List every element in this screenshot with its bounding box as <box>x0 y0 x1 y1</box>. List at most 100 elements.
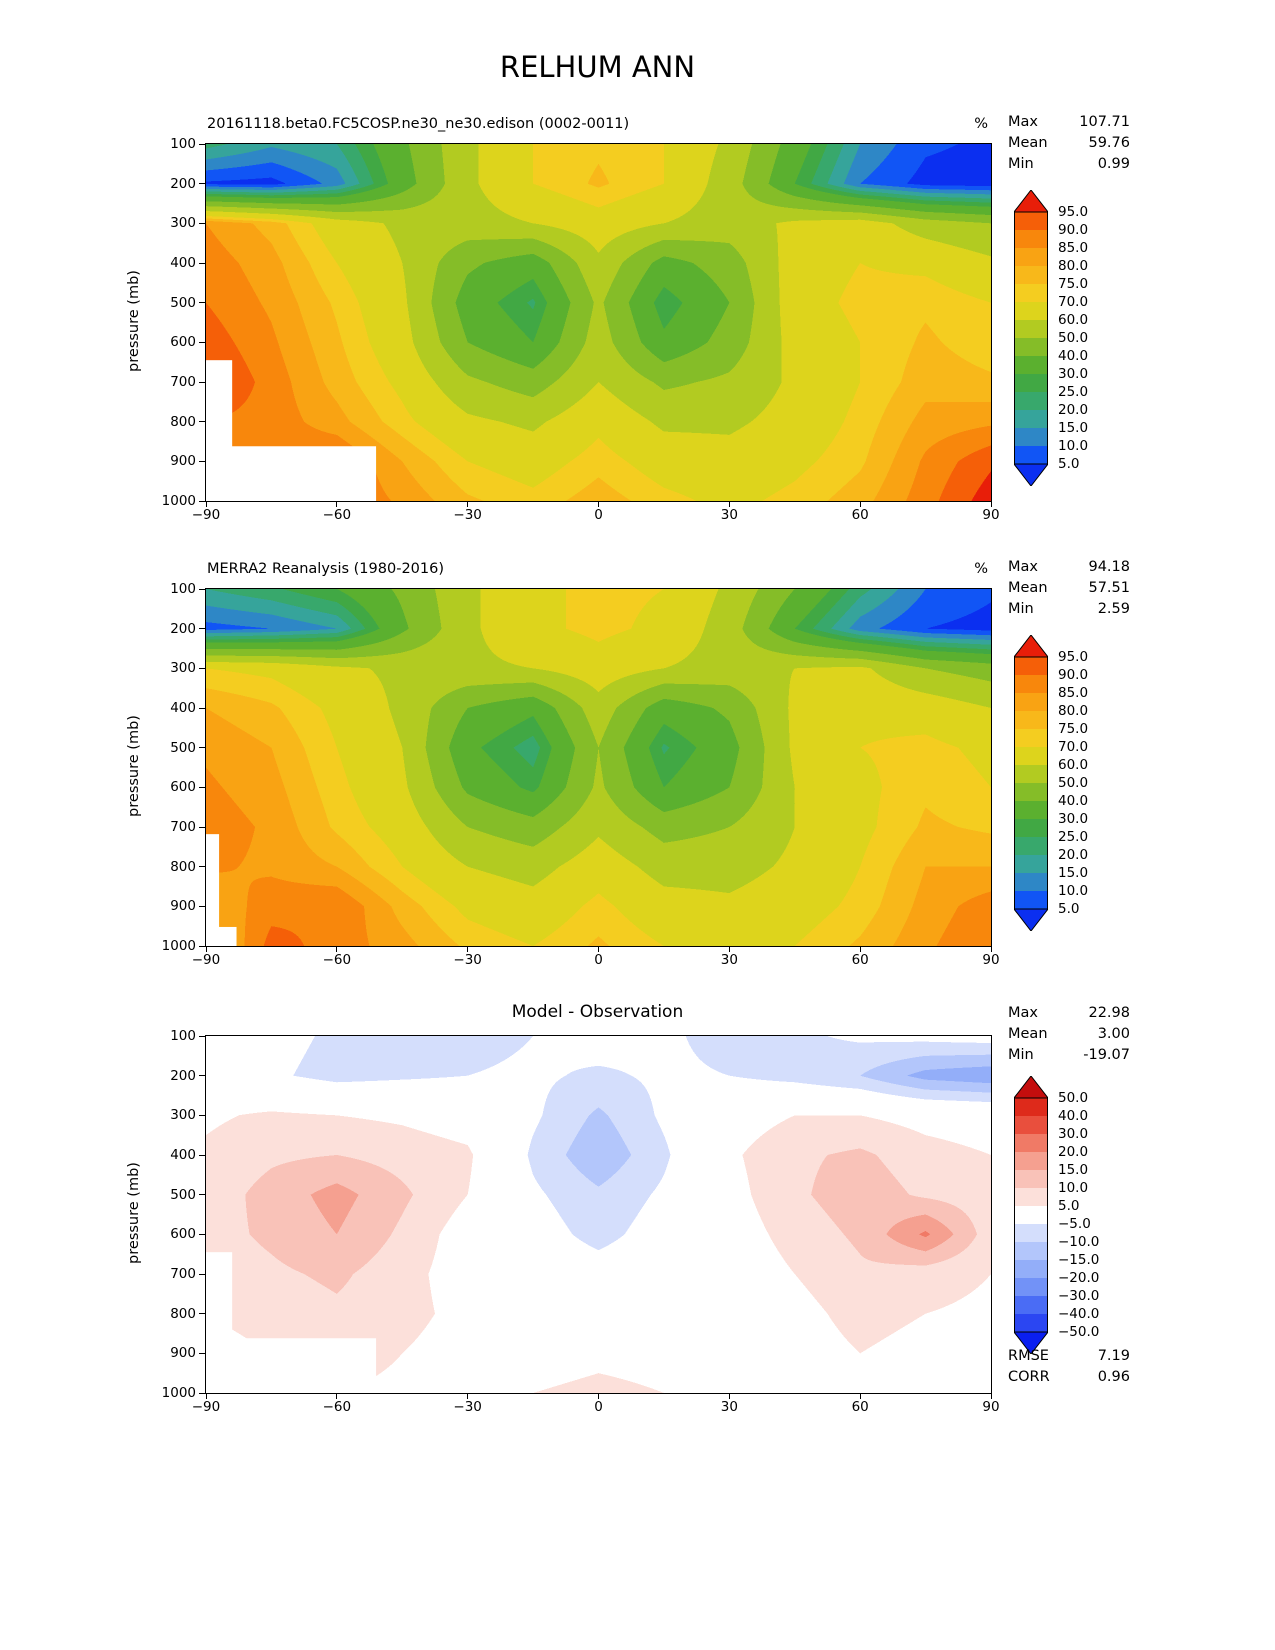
x-axis-tick <box>990 501 992 507</box>
y-tick-label: 200 <box>170 1067 196 1084</box>
x-axis-tick <box>728 501 730 507</box>
x-axis-tick <box>728 1393 730 1399</box>
y-tick-label: 800 <box>170 413 196 430</box>
y-axis-tick <box>199 341 205 343</box>
stat-row: Mean 3.00 <box>1008 1024 1130 1045</box>
x-tick-label: 60 <box>851 1399 869 1415</box>
colorbar-tick-label: 85.0 <box>1058 240 1089 256</box>
x-tick-label: −90 <box>191 952 221 968</box>
figure-title: RELHUM ANN <box>499 50 696 84</box>
colorbar-tick-label: 30.0 <box>1058 811 1089 827</box>
plot-area-obs: −90 −60 −30 0 30 60 90 100 200 300 400 500 600 700 800… <box>162 581 1000 968</box>
y-axis-label: pressure (mb) <box>126 715 142 817</box>
stat-value: -19.07 <box>1083 1047 1130 1063</box>
x-tick-label: 0 <box>594 507 603 523</box>
x-axis-tick <box>598 501 599 507</box>
stat-row: Min 2.59 <box>1008 599 1130 620</box>
stat-row: Min -19.07 <box>1008 1045 1130 1066</box>
y-axis-tick <box>199 1392 205 1394</box>
x-tick-label: −60 <box>322 507 352 523</box>
stat-row: Max 22.98 <box>1008 1003 1130 1024</box>
x-axis-tick <box>859 501 861 507</box>
y-axis-tick <box>199 628 205 630</box>
y-axis-tick <box>199 1075 205 1077</box>
x-axis-tick <box>990 946 992 952</box>
stat-label: Min <box>1008 1047 1034 1063</box>
colorbar-tick-label: 15.0 <box>1058 865 1089 881</box>
y-tick-label: 800 <box>170 1305 196 1322</box>
x-tick-label: 30 <box>720 507 738 523</box>
y-axis-tick <box>199 866 205 868</box>
stat-value: 57.51 <box>1088 580 1130 596</box>
colorbar-tick-label: 60.0 <box>1058 757 1089 773</box>
colorbar-tick-label: 40.0 <box>1058 793 1089 809</box>
y-tick-label: 100 <box>170 136 196 152</box>
colorbar-tick-label: 25.0 <box>1058 384 1089 400</box>
x-tick-label: −60 <box>322 952 352 968</box>
x-tick-label: 30 <box>720 1399 738 1415</box>
y-tick-label: 200 <box>170 175 196 192</box>
y-axis-tick <box>199 183 205 185</box>
colorbar-tick-label: 5.0 <box>1058 1198 1080 1214</box>
colorbar-model: 95.0 90.0 85.0 80.0 75.0 70.0 60.0 50.0 40.0 30.0… <box>1014 190 1088 486</box>
colorbar-diff: 50.0 40.0 30.0 20.0 15.0 10.0 5.0 −5.0 −10.0 −15.… <box>1014 1076 1099 1354</box>
x-axis-tick <box>205 501 207 507</box>
colorbar-tick-label: −50.0 <box>1058 1324 1100 1340</box>
y-axis-label: pressure (mb) <box>126 1162 142 1264</box>
y-tick-label: 200 <box>170 620 196 637</box>
plot-area-model: −90 −60 −30 0 30 60 90 100 200 300 400 500 600 700 800… <box>162 136 1000 523</box>
y-axis-tick <box>199 381 205 383</box>
stat-value: 59.76 <box>1088 135 1130 151</box>
panel-title-obs: MERRA2 Reanalysis (1980-2016) <box>207 561 444 577</box>
y-axis-tick <box>199 1313 205 1315</box>
y-tick-label: 400 <box>170 255 196 271</box>
x-tick-label: 90 <box>982 507 1000 523</box>
stat-label: Max <box>1008 559 1038 575</box>
x-axis-tick <box>990 1393 992 1399</box>
y-axis-tick <box>199 500 205 502</box>
stat-label: Max <box>1008 1005 1038 1021</box>
colorbar-tick-label: 75.0 <box>1058 721 1089 737</box>
stat-value: 0.99 <box>1097 156 1130 172</box>
y-tick-label: 300 <box>170 215 196 232</box>
x-axis-tick <box>336 1393 338 1399</box>
colorbar-tick-label: 75.0 <box>1058 276 1089 292</box>
colorbar-gradient <box>1014 1076 1048 1354</box>
colorbar-tick-label: 50.0 <box>1058 775 1089 791</box>
stat-label: CORR <box>1008 1369 1050 1385</box>
x-tick-label: −30 <box>453 507 482 523</box>
y-tick-label: 700 <box>170 374 196 390</box>
y-axis-tick <box>199 905 205 907</box>
x-tick-label: 60 <box>851 952 869 968</box>
colorbar-tick-label: 30.0 <box>1058 1126 1089 1142</box>
colorbar-tick-label: −10.0 <box>1058 1234 1100 1250</box>
colorbar-tick-label: −20.0 <box>1058 1270 1100 1286</box>
stat-label: Min <box>1008 601 1034 617</box>
y-axis-tick <box>199 143 205 145</box>
stat-value: 0.96 <box>1097 1369 1130 1385</box>
y-axis-tick <box>199 1154 205 1156</box>
x-tick-label: −60 <box>322 1399 352 1415</box>
colorbar-gradient <box>1014 635 1048 931</box>
y-axis-tick <box>199 786 205 788</box>
x-axis-tick <box>467 946 469 952</box>
contour-field-diff <box>206 1036 991 1393</box>
x-tick-label: 90 <box>982 952 1000 968</box>
colorbar-tick-label: 20.0 <box>1058 1144 1089 1160</box>
y-tick-label: 300 <box>170 1107 196 1124</box>
y-axis-tick <box>199 1273 205 1275</box>
colorbar-tick-label: 95.0 <box>1058 649 1089 665</box>
colorbar-obs: 95.0 90.0 85.0 80.0 75.0 70.0 60.0 50.0 40.0 30.0… <box>1014 635 1088 931</box>
y-tick-label: 900 <box>170 1345 196 1362</box>
y-axis-tick <box>199 588 205 590</box>
y-axis-tick <box>199 1352 205 1354</box>
x-tick-label: 0 <box>594 1399 603 1415</box>
y-axis-tick <box>199 707 205 709</box>
metrics-block-diff: RMSE 7.19 CORR 0.96 <box>1008 1346 1130 1388</box>
panel-title-diff: Model - Observation <box>511 1002 684 1022</box>
colorbar-tick-label: −30.0 <box>1058 1288 1100 1304</box>
y-axis-tick <box>199 421 205 423</box>
y-axis-tick <box>199 826 205 828</box>
y-axis-tick <box>199 302 205 304</box>
